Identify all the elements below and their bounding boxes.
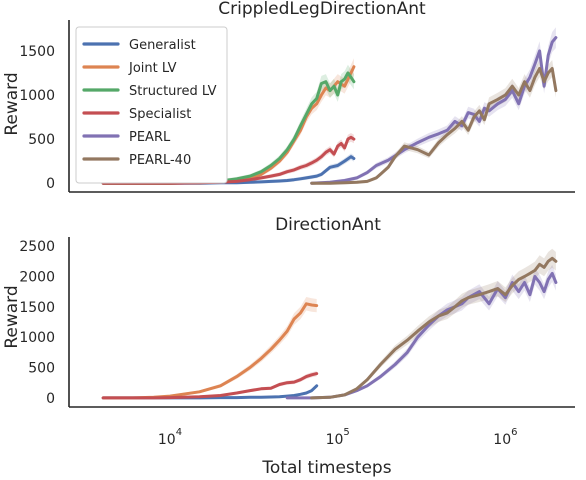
legend-item-joint-lv: Joint LV — [82, 61, 177, 76]
legend-label: Joint LV — [128, 61, 177, 76]
legend-label: PEARL — [129, 130, 171, 145]
x-axis-label: Total timesteps — [261, 458, 391, 478]
legend: Generalist Joint LV Structured LV Specialis… — [75, 26, 228, 184]
x-tick-label: 106 — [493, 427, 517, 448]
y-tick-label-bottom: 500 — [28, 361, 55, 377]
y-tick-label-bottom: 2000 — [19, 269, 55, 285]
legend-label: Structured LV — [129, 84, 217, 99]
band-pearl-40-bottom — [311, 248, 556, 399]
y-tick-label-top: 500 — [28, 132, 55, 148]
legend-item-structured-lv: Structured LV — [82, 84, 217, 99]
y-tick-label-bottom: 2500 — [19, 239, 55, 255]
series-line-pearl-40-bottom — [310, 256, 558, 400]
legend-label: PEARL-40 — [129, 153, 191, 168]
series-line-specialist-bottom — [101, 372, 319, 400]
legend-label: Specialist — [129, 107, 191, 122]
series-line-pearl-top — [310, 36, 558, 185]
y-tick-label-top: 1000 — [19, 88, 55, 104]
y-tick-label-top: 1500 — [19, 44, 55, 60]
legend-item-specialist: Specialist — [82, 107, 191, 122]
chart-title-top: CrippledLegDirectionAnt — [218, 0, 426, 19]
y-axis-label-bottom: Reward — [2, 285, 22, 348]
legend-item-pearl-40: PEARL-40 — [82, 153, 191, 168]
y-tick-label-bottom: 1000 — [19, 330, 55, 346]
y-tick-label-bottom: 1500 — [19, 300, 55, 316]
legend-item-pearl: PEARL — [82, 130, 171, 145]
legend-label: Generalist — [129, 38, 196, 53]
y-axis-label-top: Reward — [2, 72, 22, 135]
chart-panel-direction-ant: DirectionAnt Reward 0 500 1000 1500 2000 2500… — [2, 215, 575, 448]
x-tick-label: 105 — [326, 427, 350, 448]
legend-item-generalist: Generalist — [82, 38, 196, 53]
x-tick-label: 104 — [158, 427, 182, 448]
y-tick-label-bottom: 0 — [46, 391, 55, 407]
chart-title-bottom: DirectionAnt — [275, 215, 381, 235]
y-tick-label-top: 0 — [46, 176, 55, 192]
chart-panel-crippled-leg-direction-ant: CrippledLegDirectionAnt Reward 0 500 1000 1… — [2, 0, 575, 193]
series-line-pearl-40-top — [310, 67, 558, 185]
